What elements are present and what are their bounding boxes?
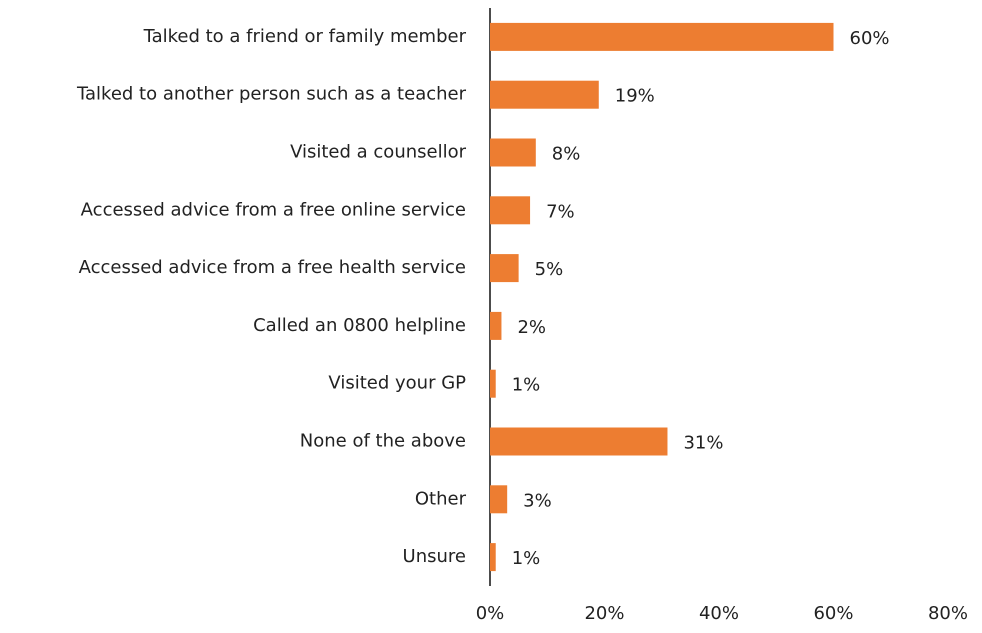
y-tick-label: Talked to another person such as a teach…: [76, 84, 467, 105]
y-tick-label: Accessed advice from a free health servi…: [79, 257, 466, 278]
x-tick-label: 60%: [813, 603, 853, 624]
y-tick-label: Called an 0800 helpline: [253, 315, 466, 336]
y-tick-label: Visited your GP: [328, 373, 466, 394]
value-label: 3%: [523, 490, 552, 511]
bar: [490, 543, 496, 572]
x-tick-label: 0%: [476, 603, 505, 624]
bar: [490, 22, 834, 51]
value-label: 8%: [552, 144, 581, 165]
bar: [490, 485, 508, 514]
x-tick-label: 80%: [928, 603, 968, 624]
value-label: 60%: [850, 28, 890, 49]
y-tick-label: Talked to a friend or family member: [143, 26, 467, 47]
x-tick-label: 40%: [699, 603, 739, 624]
y-tick-label: None of the above: [300, 431, 466, 452]
y-tick-label: Accessed advice from a free online servi…: [81, 199, 466, 220]
y-tick-label: Visited a counsellor: [290, 142, 467, 163]
bar: [490, 80, 599, 109]
bar: [490, 369, 496, 398]
y-tick-label: Other: [415, 488, 467, 509]
bar: [490, 138, 536, 167]
value-label: 5%: [535, 259, 564, 280]
value-label: 7%: [546, 201, 575, 222]
x-tick-label: 20%: [584, 603, 624, 624]
y-tick-label: Unsure: [403, 546, 466, 567]
value-label: 31%: [683, 433, 723, 454]
bar: [490, 254, 519, 283]
value-label: 19%: [615, 86, 655, 107]
bar: [490, 427, 668, 456]
value-label: 1%: [512, 548, 541, 569]
bar: [490, 196, 531, 225]
value-label: 1%: [512, 375, 541, 396]
value-label: 2%: [517, 317, 546, 338]
bar: [490, 311, 502, 340]
